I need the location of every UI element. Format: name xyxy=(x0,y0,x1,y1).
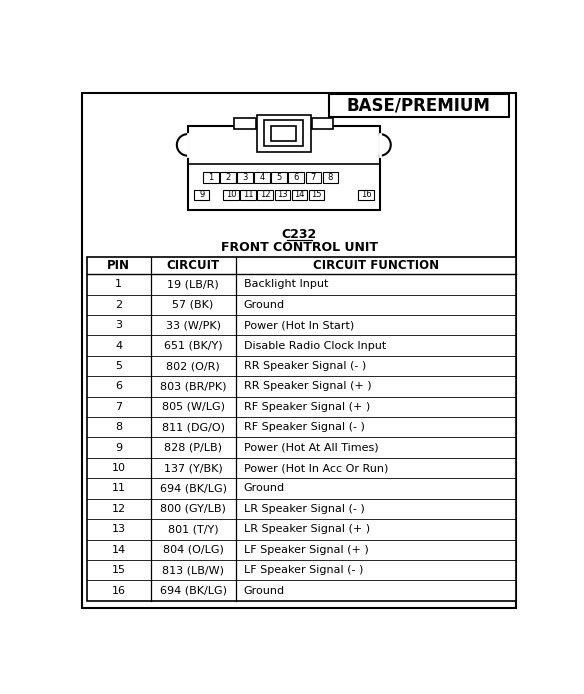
Text: 16: 16 xyxy=(361,190,371,199)
Text: 10: 10 xyxy=(112,463,126,473)
Text: Backlight Input: Backlight Input xyxy=(244,280,328,289)
Text: 1: 1 xyxy=(115,280,122,289)
Bar xyxy=(288,172,304,183)
Text: 651 (BK/Y): 651 (BK/Y) xyxy=(164,341,223,350)
Text: 9: 9 xyxy=(199,190,204,199)
Text: LR Speaker Signal (- ): LR Speaker Signal (- ) xyxy=(244,504,364,514)
Text: 15: 15 xyxy=(311,190,322,199)
Bar xyxy=(187,126,380,210)
Text: CIRCUIT FUNCTION: CIRCUIT FUNCTION xyxy=(313,260,439,272)
Text: 800 (GY/LB): 800 (GY/LB) xyxy=(160,504,226,514)
Bar xyxy=(358,189,374,201)
Text: PIN: PIN xyxy=(107,260,130,272)
Bar xyxy=(87,257,516,601)
Text: RF Speaker Signal (+ ): RF Speaker Signal (+ ) xyxy=(244,402,370,412)
Text: 12: 12 xyxy=(112,504,126,514)
Text: 813 (LB/W): 813 (LB/W) xyxy=(162,565,224,575)
Bar xyxy=(237,172,253,183)
Text: 57 (BK): 57 (BK) xyxy=(172,300,214,310)
Text: RR Speaker Signal (+ ): RR Speaker Signal (+ ) xyxy=(244,382,371,391)
Text: LR Speaker Signal (+ ): LR Speaker Signal (+ ) xyxy=(244,524,370,534)
Text: Power (Hot In Acc Or Run): Power (Hot In Acc Or Run) xyxy=(244,463,388,473)
Text: 801 (T/Y): 801 (T/Y) xyxy=(168,524,218,534)
Text: CIRCUIT: CIRCUIT xyxy=(166,260,220,272)
Text: 1: 1 xyxy=(208,173,214,182)
Text: Power (Hot In Start): Power (Hot In Start) xyxy=(244,320,354,330)
Bar xyxy=(255,172,270,183)
Text: 15: 15 xyxy=(112,565,126,575)
Text: 802 (O/R): 802 (O/R) xyxy=(166,361,220,371)
Bar xyxy=(274,189,290,201)
Text: 4: 4 xyxy=(115,341,122,350)
Bar xyxy=(220,172,236,183)
Text: RF Speaker Signal (- ): RF Speaker Signal (- ) xyxy=(244,422,364,432)
Text: Disable Radio Clock Input: Disable Radio Clock Input xyxy=(244,341,386,350)
Bar xyxy=(203,172,218,183)
Text: 2: 2 xyxy=(225,173,231,182)
Text: 5: 5 xyxy=(115,361,122,371)
Text: LF Speaker Signal (- ): LF Speaker Signal (- ) xyxy=(244,565,363,575)
Text: 13: 13 xyxy=(277,190,287,199)
Text: 11: 11 xyxy=(243,190,253,199)
Text: 137 (Y/BK): 137 (Y/BK) xyxy=(164,463,223,473)
Text: 811 (DG/O): 811 (DG/O) xyxy=(162,422,225,432)
Text: 16: 16 xyxy=(112,586,126,595)
Text: 4: 4 xyxy=(259,173,265,182)
Text: 10: 10 xyxy=(226,190,237,199)
Text: 8: 8 xyxy=(115,422,122,432)
Text: 694 (BK/LG): 694 (BK/LG) xyxy=(159,484,227,493)
Bar xyxy=(322,172,338,183)
Text: 33 (W/PK): 33 (W/PK) xyxy=(166,320,221,330)
Text: 828 (P/LB): 828 (P/LB) xyxy=(164,443,222,452)
Text: Ground: Ground xyxy=(244,300,284,310)
Text: 12: 12 xyxy=(260,190,270,199)
Bar xyxy=(194,189,210,201)
Text: Power (Hot At All Times): Power (Hot At All Times) xyxy=(244,443,378,452)
Text: 6: 6 xyxy=(294,173,299,182)
Text: Ground: Ground xyxy=(244,484,284,493)
Text: 3: 3 xyxy=(242,173,248,182)
Text: RR Speaker Signal (- ): RR Speaker Signal (- ) xyxy=(244,361,366,371)
Bar xyxy=(257,115,311,152)
Bar xyxy=(312,118,333,128)
Bar xyxy=(329,94,509,117)
Text: FRONT CONTROL UNIT: FRONT CONTROL UNIT xyxy=(221,241,378,254)
Text: 8: 8 xyxy=(328,173,333,182)
Text: 3: 3 xyxy=(115,320,122,330)
Bar xyxy=(291,189,307,201)
Text: 7: 7 xyxy=(311,173,316,182)
Text: 6: 6 xyxy=(115,382,122,391)
Bar xyxy=(305,172,321,183)
Bar xyxy=(258,189,273,201)
Text: 694 (BK/LG): 694 (BK/LG) xyxy=(159,586,227,595)
Bar xyxy=(265,120,303,146)
Bar xyxy=(234,118,256,128)
Text: 805 (W/LG): 805 (W/LG) xyxy=(162,402,225,412)
Text: 14: 14 xyxy=(112,545,126,555)
Text: 19 (LB/R): 19 (LB/R) xyxy=(167,280,219,289)
Text: C232: C232 xyxy=(281,228,317,241)
Text: 9: 9 xyxy=(115,443,122,452)
Bar xyxy=(308,189,324,201)
Text: 2: 2 xyxy=(115,300,122,310)
Bar xyxy=(241,189,256,201)
Text: 14: 14 xyxy=(294,190,304,199)
Polygon shape xyxy=(177,134,187,155)
Text: 7: 7 xyxy=(115,402,122,412)
Text: 11: 11 xyxy=(112,484,126,493)
Text: LF Speaker Signal (+ ): LF Speaker Signal (+ ) xyxy=(244,545,369,555)
Text: 804 (O/LG): 804 (O/LG) xyxy=(163,545,224,555)
Text: 803 (BR/PK): 803 (BR/PK) xyxy=(160,382,227,391)
Bar xyxy=(223,189,239,201)
Bar xyxy=(272,126,296,141)
Text: Ground: Ground xyxy=(244,586,284,595)
Text: 5: 5 xyxy=(277,173,281,182)
Text: BASE/PREMIUM: BASE/PREMIUM xyxy=(347,96,491,115)
Text: 13: 13 xyxy=(112,524,126,534)
Bar xyxy=(272,172,287,183)
Polygon shape xyxy=(380,134,391,155)
